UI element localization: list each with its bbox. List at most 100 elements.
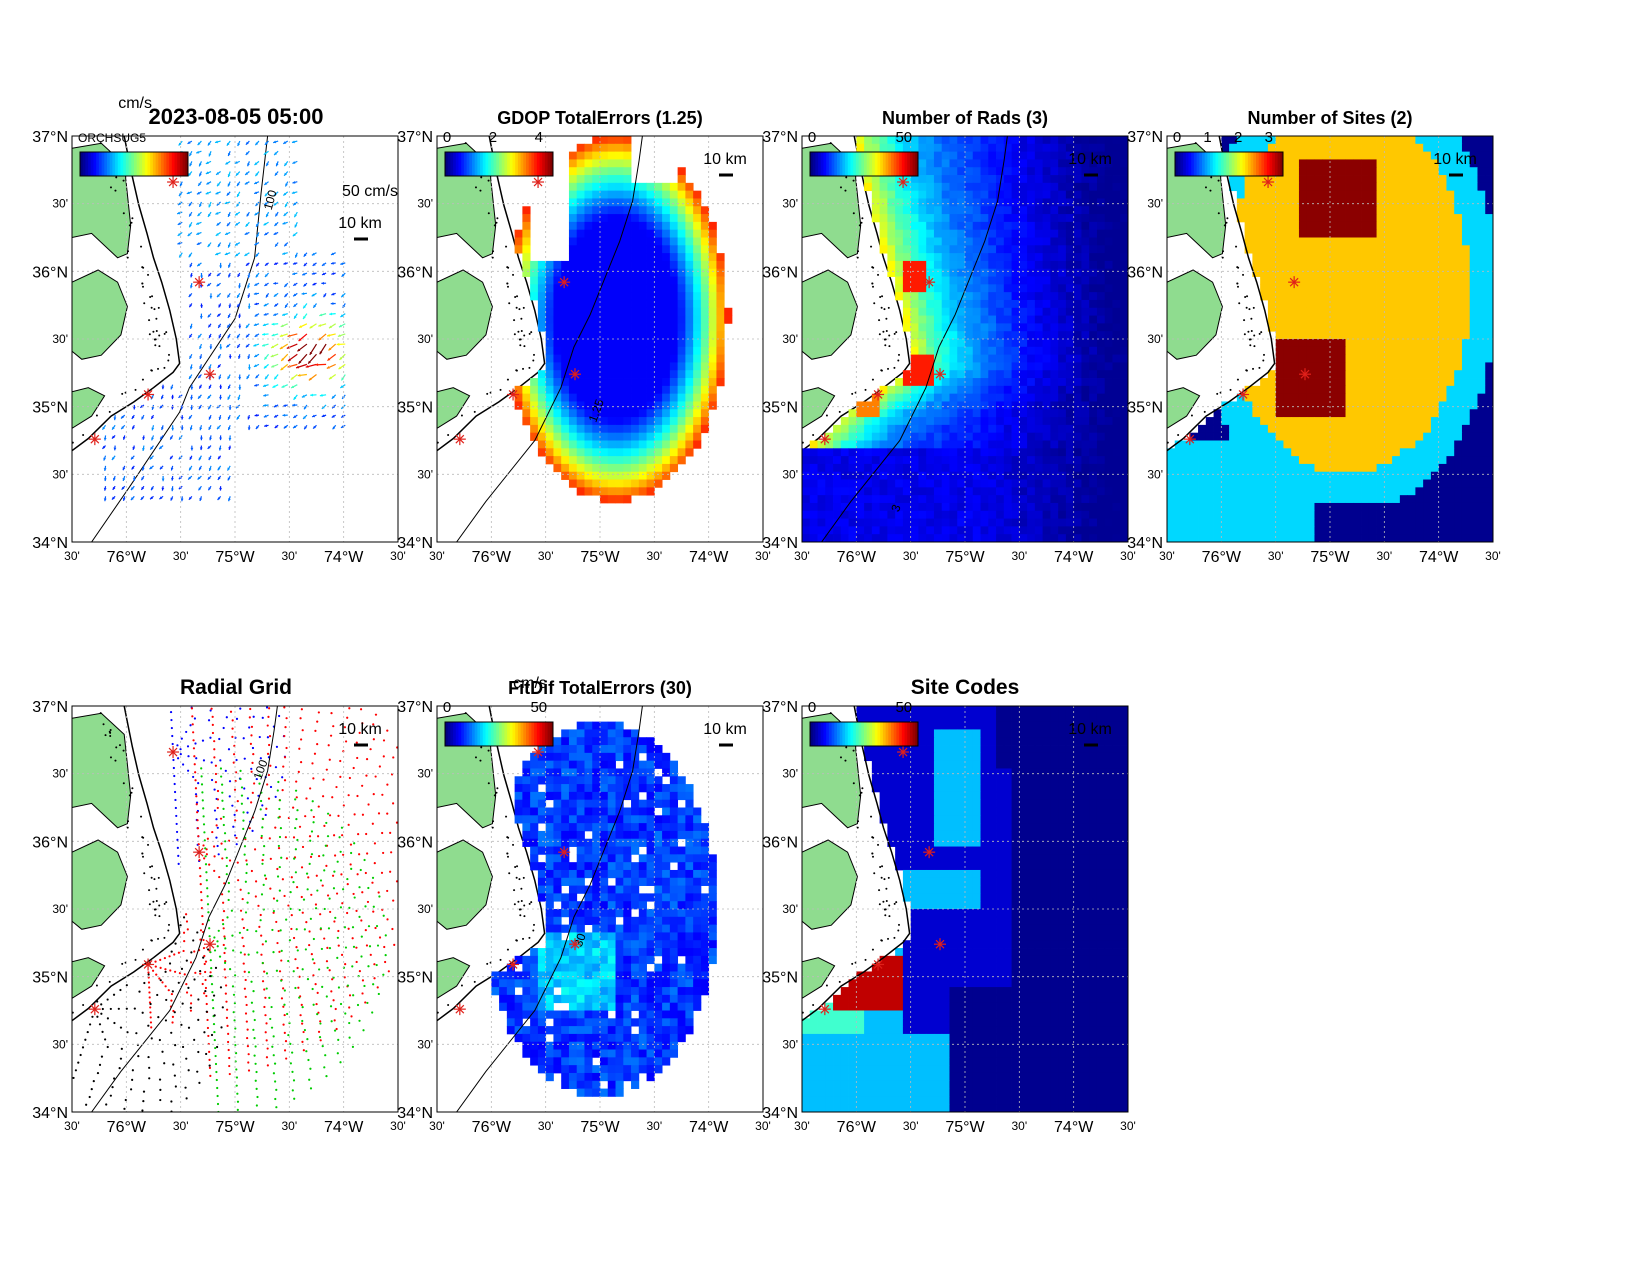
data-cell [910,182,919,192]
data-cell [1011,471,1020,480]
data-cell [980,221,989,231]
vector-head [298,360,302,364]
vector-head [151,416,154,420]
data-cell [600,323,609,332]
data-cell [1298,245,1308,254]
data-cell [1229,182,1238,192]
data-cell [1120,237,1128,246]
vector-head [273,313,277,316]
data-cell [662,339,671,348]
vector-head [228,274,231,278]
data-cell [996,175,1005,184]
data-cell [631,260,640,270]
data-cell [568,214,578,223]
data-cell [1042,346,1051,356]
data-cell [972,167,981,176]
data-cell [965,237,974,246]
data-cell [1065,409,1075,418]
data-cell [980,292,989,301]
data-cell [957,487,966,496]
data-cell [988,253,997,262]
colorbar-swatch [499,152,503,176]
data-cell [1120,284,1128,293]
data-cell [1081,518,1090,527]
data-cell [1330,206,1339,215]
data-cell [1042,393,1051,402]
vector-head [238,315,242,319]
colorbar-swatch [909,152,914,176]
data-cell [1112,323,1121,332]
data-cell [1011,190,1020,199]
data-cell [1019,253,1028,262]
data-cell [1298,237,1308,246]
data-cell [568,221,578,231]
data-cell [1058,299,1067,309]
data-cell [972,479,981,488]
data-cell [1003,487,1012,496]
vector-head [297,348,301,352]
data-cell [576,276,585,285]
data-cell [1073,206,1082,215]
data-cell [1081,159,1090,168]
data-cell [1089,229,1098,238]
data-cell [1423,292,1432,301]
data-cell [902,221,912,231]
data-cell [1461,167,1471,176]
data-cell [972,182,981,192]
data-cell [631,339,640,348]
data-cell [700,237,710,246]
data-cell [1260,253,1269,262]
data-cell [902,479,912,488]
data-cell [1120,229,1128,238]
data-cell [1267,268,1277,277]
data-cell [584,354,593,363]
data-cell [1089,448,1098,457]
data-cell [545,331,554,340]
data-cell [646,385,655,395]
vector-head [282,413,286,417]
data-cell [996,479,1005,488]
data-cell [1019,409,1028,418]
colorbar-swatch [810,152,814,176]
data-cell [1415,260,1424,270]
data-cell [708,346,717,356]
data-cell [1058,284,1067,293]
colorbar-swatch [104,152,108,176]
data-cell [1485,198,1493,207]
data-cell [1252,143,1261,153]
coast-dot [499,388,502,391]
data-cell [988,190,997,199]
coast-dot [128,224,131,227]
data-cell [1392,284,1401,293]
vector-head [321,272,325,276]
data-cell [584,159,593,168]
colorbar-swatch [509,152,513,176]
data-cell [1011,354,1020,363]
data-cell [1034,370,1044,379]
data-cell [592,362,601,371]
data-cell [654,401,663,410]
data-cell [646,471,655,480]
data-cell [1353,206,1362,215]
data-cell [537,417,547,426]
data-cell [988,229,997,238]
data-cell [1089,175,1098,184]
data-cell [615,401,624,410]
vector-head [255,375,259,379]
data-cell [1019,143,1028,153]
data-cell [514,245,523,254]
data-cell [965,182,974,192]
data-cell [1050,292,1059,301]
data-cell [856,409,865,418]
data-cell [879,237,888,246]
data-cell [1461,229,1471,238]
data-cell [926,315,935,324]
data-cell [1275,284,1284,293]
vector-head [199,437,203,441]
data-cell [1469,190,1478,199]
vector-head [308,377,312,381]
data-cell [537,448,547,457]
data-cell [1407,159,1416,168]
data-cell [1407,136,1416,145]
data-cell [988,487,997,496]
